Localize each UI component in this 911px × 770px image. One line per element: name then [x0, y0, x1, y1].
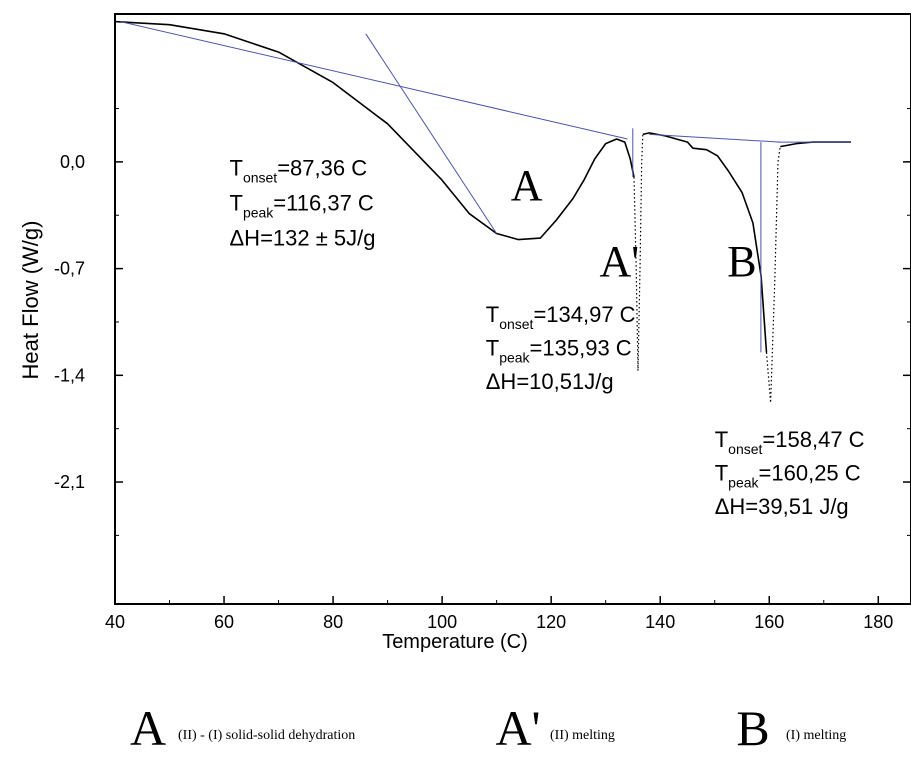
peak-label: A [511, 161, 543, 210]
series-line-9 [649, 133, 781, 143]
y-tick-label: -2,1 [54, 472, 85, 492]
peak-label: B [727, 237, 756, 286]
legend: A (II) - (I) solid-solid dehydration A' … [130, 700, 846, 756]
series-line-5 [780, 141, 851, 148]
legend-letter-a-prime: A' [495, 700, 540, 756]
annotation-text: ΔH=39,51 J/g [715, 494, 849, 519]
peak-label: A' [599, 237, 639, 286]
annotation-text: Tpeak=135,93 C [486, 335, 632, 365]
x-tick-label: 120 [536, 612, 566, 632]
annotation-text: ΔH=10,51J/g [486, 369, 614, 394]
legend-letter-b: B [736, 700, 769, 756]
x-tick-label: 140 [645, 612, 675, 632]
annotation-text: Tonset=87,36 C [229, 156, 367, 186]
x-tick-label: 40 [105, 612, 125, 632]
x-tick-label: 160 [754, 612, 784, 632]
y-tick-label: 0,0 [60, 152, 85, 172]
annotation-text: Tpeak=160,25 C [715, 461, 861, 491]
x-tick-label: 100 [427, 612, 457, 632]
axis-ticks: 40 60 80 100 120 140 160 180 0,0 -0,7 -1,4 -2,1 [54, 108, 911, 632]
x-tick-label: 80 [323, 612, 343, 632]
annotations: Tonset=87,36 C Tpeak=116,37 C ΔH=132 ± 5J/… [229, 156, 864, 519]
legend-letter-a: A [130, 700, 166, 756]
annotation-text: ΔH=132 ± 5J/g [229, 226, 375, 251]
series-line-4 [765, 146, 781, 404]
plot-frame [114, 13, 911, 605]
series-line-7 [365, 33, 498, 234]
annotation-text: Tpeak=116,37 C [229, 191, 373, 221]
legend-text-a: (II) - (I) solid-solid dehydration [178, 728, 355, 743]
x-tick-label: 180 [863, 612, 893, 632]
x-axis-label: Temperature (C) [382, 631, 528, 653]
legend-text-a-prime: (II) melting [550, 728, 615, 743]
y-axis-label: Heat Flow (W/g) [18, 221, 43, 380]
series-line-1 [114, 20, 635, 241]
y-tick-label: -1,4 [54, 365, 85, 385]
data-series [114, 20, 851, 404]
annotation-text: Tonset=134,97 C [486, 302, 636, 332]
y-tick-label: -0,7 [54, 259, 85, 279]
series-line-6 [120, 21, 628, 140]
annotation-text: Tonset=158,47 C [715, 427, 865, 457]
x-tick-label: 60 [214, 612, 234, 632]
series-line-2 [633, 134, 644, 372]
legend-text-b: (I) melting [786, 728, 846, 743]
